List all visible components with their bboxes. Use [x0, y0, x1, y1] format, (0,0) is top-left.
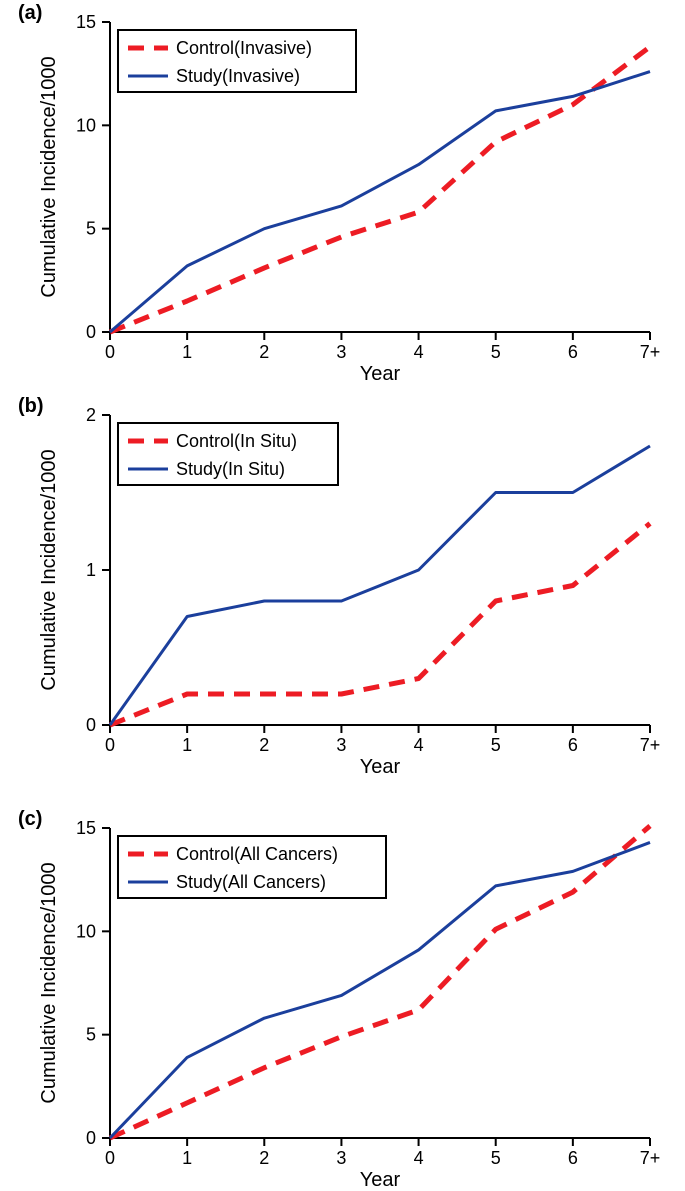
x-tick-label: 7+ — [640, 1148, 661, 1168]
y-tick-label: 2 — [86, 405, 96, 425]
y-tick-label: 0 — [86, 715, 96, 735]
x-axis-label: Year — [360, 1169, 401, 1191]
x-tick-label: 3 — [336, 342, 346, 362]
chart-a: 0 1 2 3 4 5 6 7+ Year 0 5 10 15 Cumulative Incidence/… — [38, 12, 660, 385]
x-axis-label: Year — [360, 363, 401, 385]
y-axis-label: Cumulative Incidence/1000 — [38, 56, 60, 297]
series-study — [110, 72, 650, 332]
legend-label: Study(In Situ) — [176, 459, 285, 479]
series-control — [110, 524, 650, 726]
x-tick-label: 1 — [182, 342, 192, 362]
x-tick-label: 7+ — [640, 342, 661, 362]
y-axis-label: Cumulative Incidence/1000 — [38, 862, 60, 1103]
x-tick-label: 5 — [491, 342, 501, 362]
y-tick-label: 1 — [86, 560, 96, 580]
figure: (a) (b) (c) 01234567+Year051015Cumulativ… — [0, 0, 685, 1191]
y-tick-label: 0 — [86, 1128, 96, 1148]
x-tick-label: 2 — [259, 1148, 269, 1168]
y-tick-label: 5 — [86, 219, 96, 239]
y-tick-label: 10 — [76, 921, 96, 941]
legend-label: Study(All Cancers) — [176, 872, 326, 892]
legend-label: Study(Invasive) — [176, 66, 300, 86]
y-tick-label: 15 — [76, 818, 96, 838]
panel-label-c: (c) — [18, 808, 42, 831]
legend-label: Control(All Cancers) — [176, 844, 338, 864]
legend-label: Control(In Situ) — [176, 431, 297, 451]
x-tick-label: 6 — [568, 735, 578, 755]
chart-c: 0 1 2 3 4 5 6 7+ Year 0 5 10 15 Cumulative Incidence/… — [38, 818, 660, 1191]
x-tick-label: 1 — [182, 1148, 192, 1168]
x-tick-label: 2 — [259, 342, 269, 362]
x-tick-label: 0 — [105, 342, 115, 362]
x-axis-label: Year — [360, 756, 401, 778]
x-tick-label: 3 — [336, 1148, 346, 1168]
y-tick-label: 5 — [86, 1025, 96, 1045]
x-tick-label: 2 — [259, 735, 269, 755]
x-tick-label: 6 — [568, 342, 578, 362]
x-tick-label: 6 — [568, 1148, 578, 1168]
chart-b: 0 1 2 3 4 5 6 7+ Year 0 1 2 Cumulative Incidence/100… — [38, 405, 660, 778]
x-tick-label: 3 — [336, 735, 346, 755]
x-tick-label: 5 — [491, 1148, 501, 1168]
y-tick-label: 0 — [86, 322, 96, 342]
x-tick-label: 5 — [491, 735, 501, 755]
charts-svg: 01234567+Year051015Cumulative Incidence/… — [0, 0, 685, 1191]
x-tick-label: 0 — [105, 735, 115, 755]
legend-label: Control(Invasive) — [176, 38, 312, 58]
y-axis-label: Cumulative Incidence/1000 — [38, 449, 60, 690]
y-tick-label: 10 — [76, 115, 96, 135]
panel-label-a: (a) — [18, 2, 42, 25]
x-tick-label: 4 — [414, 1148, 424, 1168]
x-tick-label: 4 — [414, 735, 424, 755]
x-tick-label: 1 — [182, 735, 192, 755]
x-tick-label: 7+ — [640, 735, 661, 755]
x-tick-label: 4 — [414, 342, 424, 362]
x-tick-label: 0 — [105, 1148, 115, 1168]
panel-label-b: (b) — [18, 395, 44, 418]
y-tick-label: 15 — [76, 12, 96, 32]
